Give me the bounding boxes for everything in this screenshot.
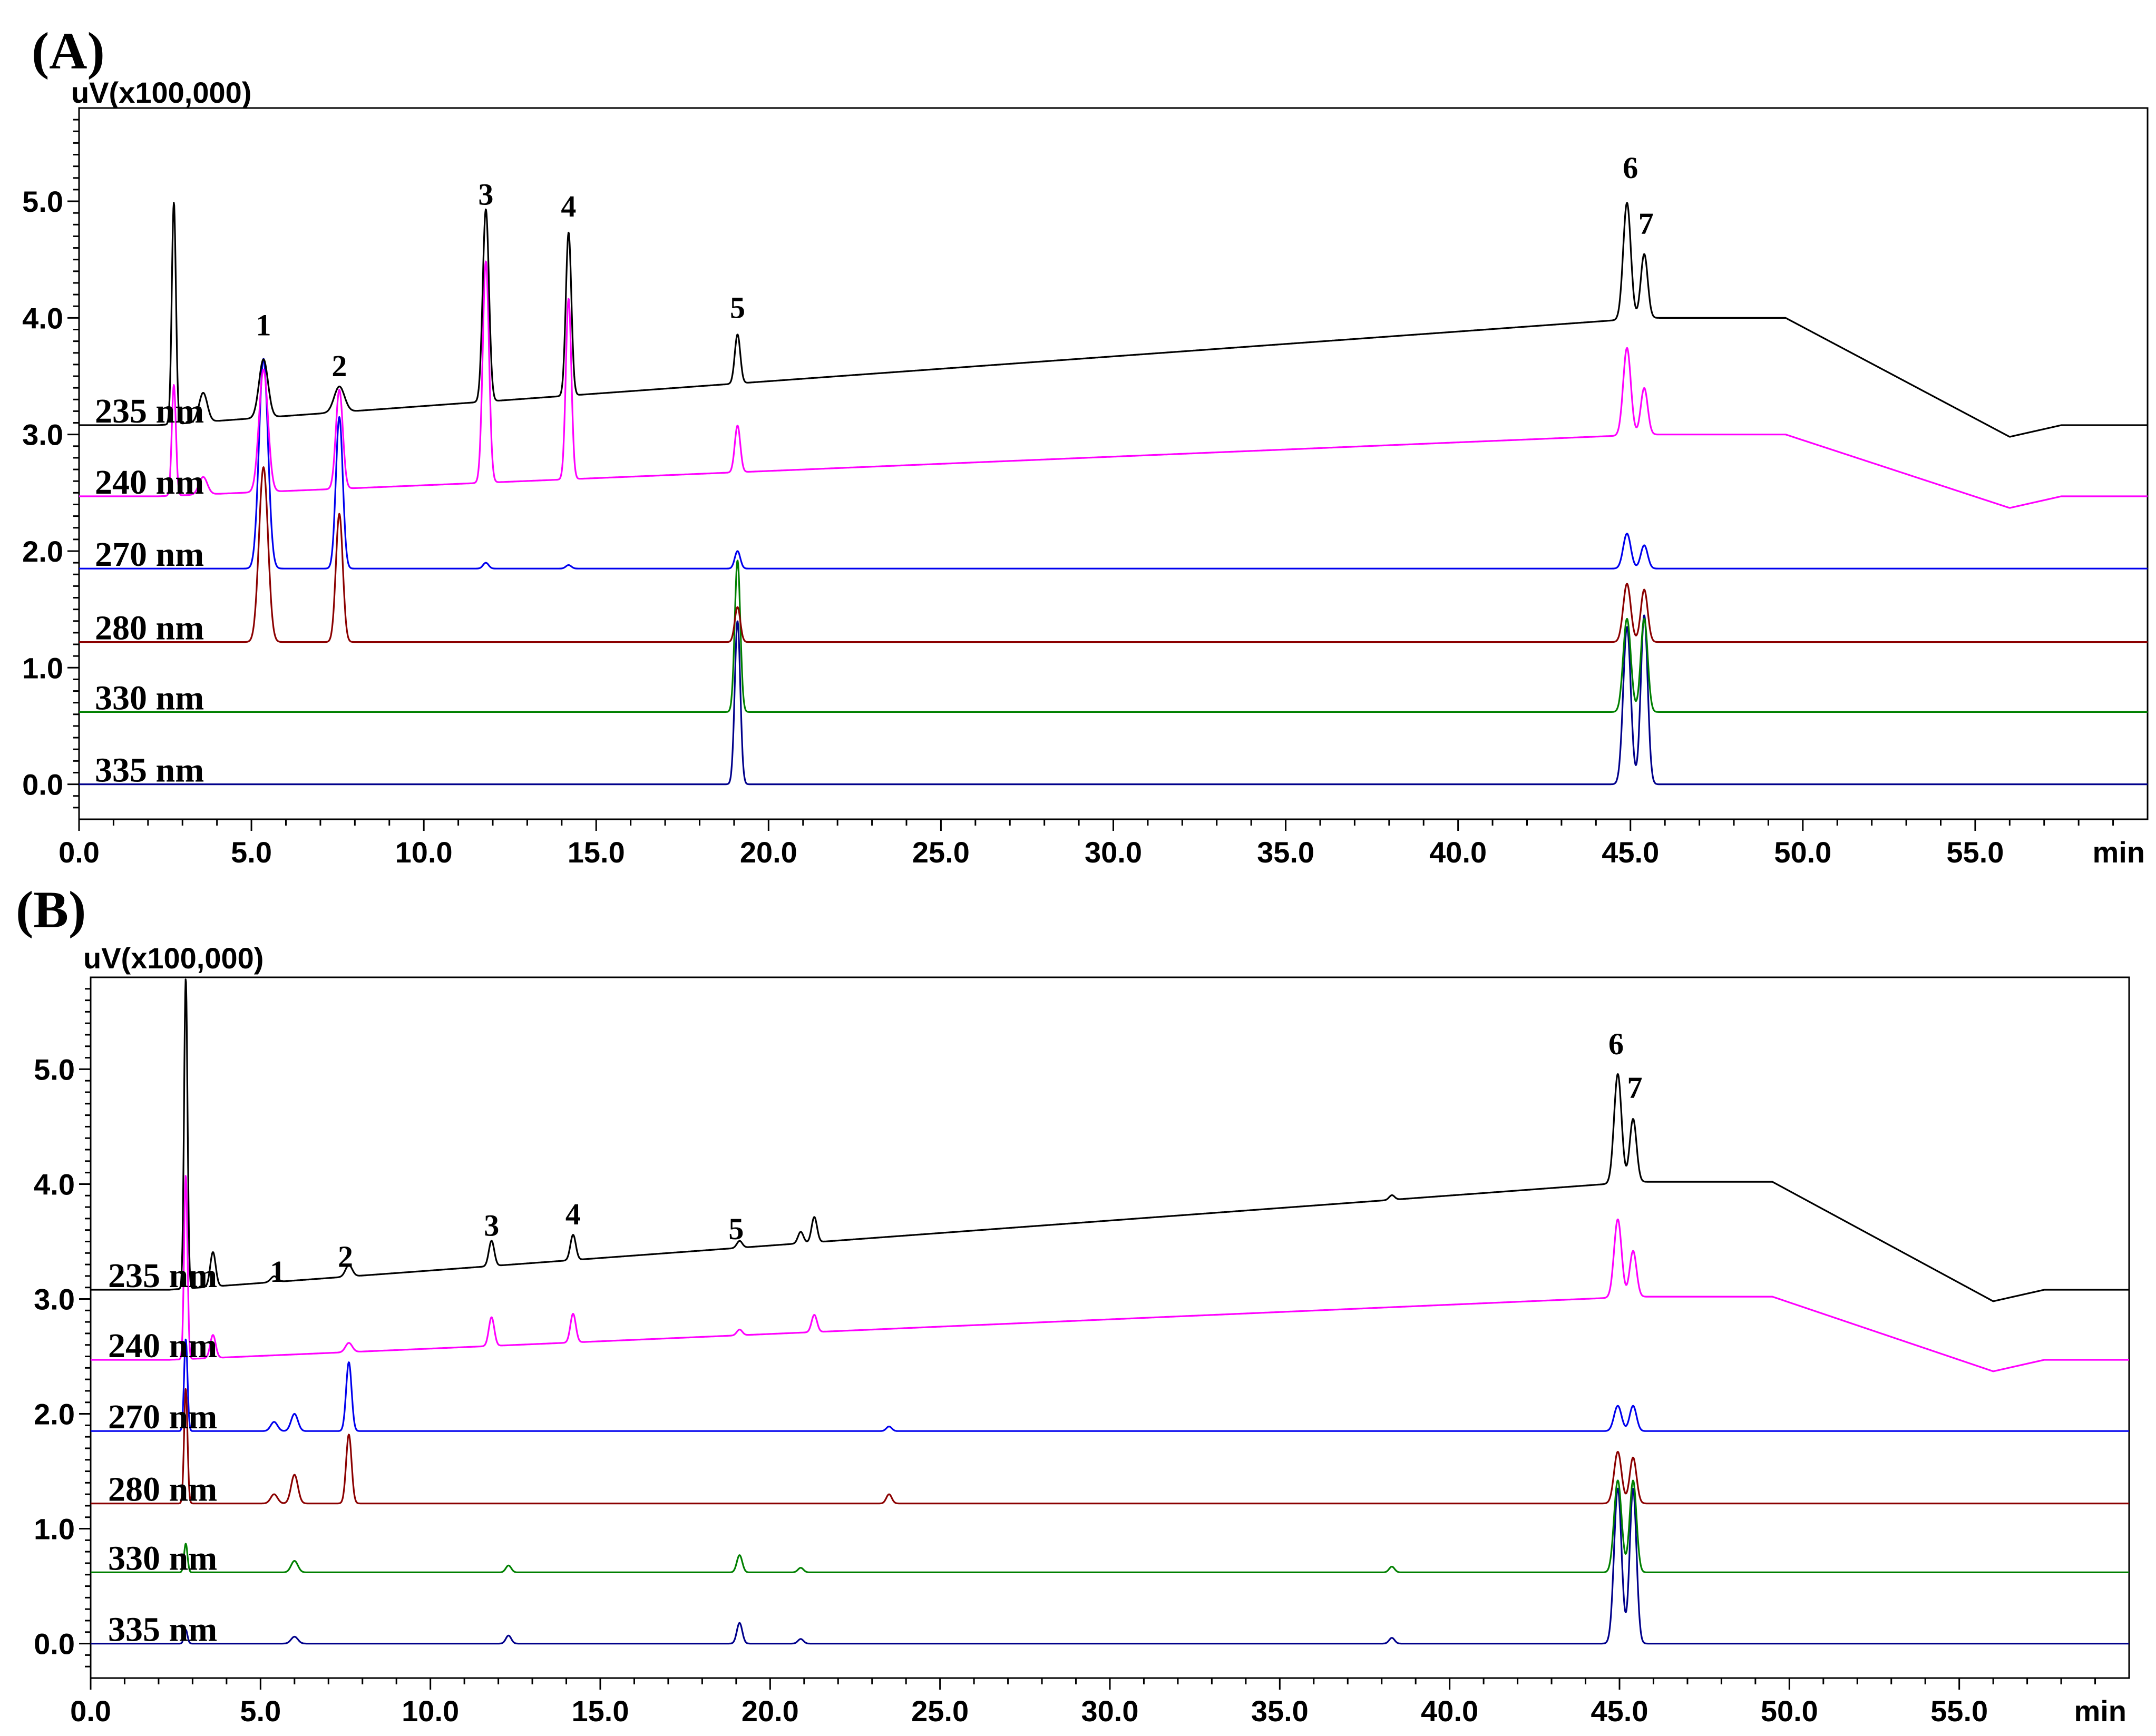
x-tick-label: 50.0 <box>1761 1694 1818 1728</box>
trace-280-nm <box>79 466 2148 643</box>
wavelength-label: 280 nm <box>95 609 204 648</box>
peak-number-label: 6 <box>1608 1027 1624 1061</box>
x-tick-label: 15.0 <box>572 1694 629 1728</box>
x-tick-label: 55.0 <box>1946 836 2004 869</box>
wavelength-label: 335 nm <box>108 1611 217 1649</box>
x-tick-label: 5.0 <box>231 836 272 869</box>
x-tick-label: 5.0 <box>240 1694 281 1728</box>
wavelength-label: 335 nm <box>95 751 204 790</box>
x-axis-label: min <box>2092 836 2145 869</box>
y-tick-label: 1.0 <box>22 651 63 684</box>
x-tick-label: 10.0 <box>402 1694 459 1728</box>
peak-number-label: 5 <box>730 290 745 325</box>
x-tick-label: 45.0 <box>1591 1694 1648 1728</box>
x-tick-label: 15.0 <box>568 836 625 869</box>
x-tick-label: 25.0 <box>911 1694 969 1728</box>
peak-number-label: 6 <box>1623 151 1638 185</box>
x-tick-label: 10.0 <box>395 836 453 869</box>
y-tick-label: 2.0 <box>34 1398 75 1431</box>
trace-335-nm <box>79 614 2148 786</box>
x-tick-label: 35.0 <box>1251 1694 1309 1728</box>
trace-280-nm <box>90 1388 2130 1505</box>
y-tick-label: 4.0 <box>34 1168 75 1201</box>
y-tick-label: 3.0 <box>34 1282 75 1316</box>
trace-240-nm <box>90 1175 2130 1372</box>
wavelength-label: 235 nm <box>108 1257 217 1295</box>
peak-number-label: 2 <box>331 349 347 383</box>
x-tick-label: 30.0 <box>1081 1694 1139 1728</box>
peak-number-label: 3 <box>478 178 493 212</box>
chart-panel-a: (A)uV(x100,000)0.0 5.0 10.0 15.0 20.0 25.0 30.… <box>22 22 2149 869</box>
trace-240-nm <box>79 260 2148 509</box>
y-tick-label: 1.0 <box>34 1513 75 1546</box>
wavelength-label: 235 nm <box>95 392 204 430</box>
x-tick-label: 55.0 <box>1930 1694 1988 1728</box>
peak-number-label: 5 <box>728 1212 744 1246</box>
trace-235-nm <box>90 978 2130 1302</box>
trace-330-nm <box>90 1479 2130 1573</box>
trace-330-nm <box>79 560 2148 713</box>
wavelength-label: 240 nm <box>108 1327 217 1365</box>
peak-number-label: 1 <box>256 308 271 342</box>
wavelength-label: 330 nm <box>108 1539 217 1577</box>
x-tick-label: 40.0 <box>1421 1694 1478 1728</box>
peak-number-label: 7 <box>1638 207 1654 241</box>
x-tick-label: 20.0 <box>742 1694 799 1728</box>
peak-number-label: 2 <box>338 1239 353 1273</box>
x-tick-label: 45.0 <box>1602 836 1659 869</box>
x-tick-label: 20.0 <box>740 836 797 869</box>
trace-270-nm <box>79 358 2148 570</box>
y-tick-label: 5.0 <box>22 185 63 218</box>
peak-number-label: 3 <box>484 1209 499 1243</box>
x-tick-label: 35.0 <box>1257 836 1314 869</box>
peak-number-label: 4 <box>565 1197 581 1231</box>
y-tick-label: 0.0 <box>34 1627 75 1661</box>
peak-number-label: 7 <box>1627 1071 1643 1105</box>
trace-335-nm <box>90 1487 2130 1645</box>
wavelength-label: 270 nm <box>95 535 204 574</box>
panel-label: (A) <box>32 22 105 80</box>
wavelength-label: 240 nm <box>95 463 204 502</box>
y-axis-unit-label: uV(x100,000) <box>71 76 251 109</box>
y-tick-label: 3.0 <box>22 418 63 452</box>
x-tick-label: 40.0 <box>1429 836 1487 869</box>
wavelength-label: 280 nm <box>108 1470 217 1509</box>
panel-label: (B) <box>16 880 86 939</box>
chart-panel-b: (B)uV(x100,000)0.0 5.0 10.0 15.0 20.0 25.0 30.… <box>16 880 2130 1728</box>
trace-235-nm <box>79 202 2148 438</box>
trace-270-nm <box>90 1338 2130 1432</box>
x-tick-label: 0.0 <box>70 1694 111 1728</box>
x-tick-label: 0.0 <box>58 836 100 869</box>
peak-number-label: 4 <box>561 189 576 223</box>
wavelength-label: 270 nm <box>108 1398 217 1436</box>
x-tick-label: 30.0 <box>1085 836 1142 869</box>
x-tick-label: 50.0 <box>1774 836 1831 869</box>
peak-number-label: 1 <box>270 1254 285 1289</box>
y-tick-label: 2.0 <box>22 535 63 568</box>
y-tick-label: 5.0 <box>34 1053 75 1086</box>
x-axis-label: min <box>2074 1694 2126 1728</box>
x-tick-label: 25.0 <box>912 836 970 869</box>
wavelength-label: 330 nm <box>95 679 204 717</box>
y-axis-unit-label: uV(x100,000) <box>83 941 264 975</box>
y-tick-label: 0.0 <box>22 768 63 801</box>
y-tick-label: 4.0 <box>22 301 63 335</box>
